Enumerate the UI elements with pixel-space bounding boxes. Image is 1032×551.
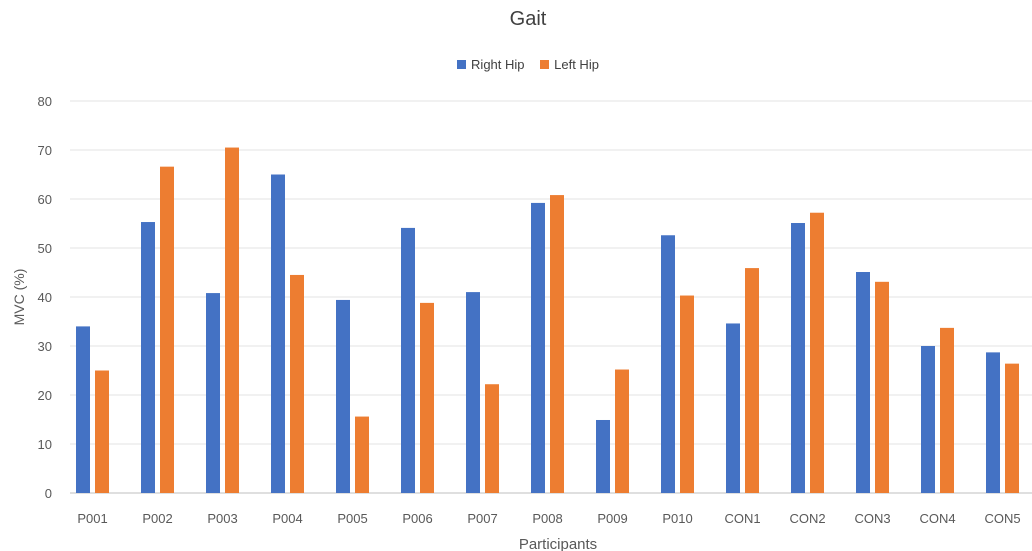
legend-item-left-hip: Left Hip (540, 57, 599, 72)
x-tick-label-con2: CON2 (789, 511, 825, 526)
bar-right-hip-p002 (141, 222, 155, 493)
x-tick-label-p007: P007 (467, 511, 497, 526)
bar-right-hip-p001 (76, 326, 90, 493)
bar-right-hip-con4 (921, 346, 935, 493)
x-tick-label-con5: CON5 (984, 511, 1020, 526)
y-tick-label-60: 60 (38, 192, 52, 207)
bar-right-hip-p006 (401, 227, 415, 493)
chart-title: Gait (509, 8, 547, 30)
y-tick-label-50: 50 (38, 241, 52, 256)
x-axis-label: Participants (519, 536, 597, 551)
y-tick-label-30: 30 (38, 339, 52, 354)
y-axis-label: MVC (%) (11, 269, 27, 326)
x-tick-label-con3: CON3 (854, 511, 890, 526)
x-tick-label-p004: P004 (272, 511, 302, 526)
bar-right-hip-con5 (986, 352, 1000, 493)
bar-right-hip-p005 (336, 299, 350, 493)
y-tick-label-10: 10 (38, 437, 52, 452)
bar-left-hip-p007 (485, 384, 499, 493)
bar-right-hip-con1 (726, 323, 740, 493)
legend-label-left-hip: Left Hip (554, 57, 599, 72)
x-tick-label-p006: P006 (402, 511, 432, 526)
bar-left-hip-p009 (615, 369, 629, 493)
x-tick-label-p010: P010 (662, 511, 692, 526)
x-tick-label-p009: P009 (597, 511, 627, 526)
bar-left-hip-p002 (160, 166, 174, 493)
bar-left-hip-p006 (420, 302, 434, 493)
bar-left-hip-p001 (95, 370, 109, 493)
bar-right-hip-con3 (856, 272, 870, 493)
bar-left-hip-p004 (290, 274, 304, 493)
bar-left-hip-con1 (745, 268, 759, 493)
legend-item-right-hip: Right Hip (457, 57, 525, 72)
y-tick-label-0: 0 (45, 486, 52, 501)
legend-swatch-left-hip (540, 60, 550, 69)
bar-right-hip-p004 (271, 174, 285, 493)
y-tick-labels: 0 10 20 30 40 50 60 70 80 (38, 94, 52, 501)
bar-right-hip-p009 (596, 419, 610, 493)
legend-swatch-right-hip (457, 60, 467, 69)
y-tick-label-70: 70 (38, 143, 52, 158)
bar-left-hip-con3 (875, 281, 889, 493)
y-tick-label-20: 20 (38, 388, 52, 403)
x-tick-label-con4: CON4 (919, 511, 955, 526)
x-tick-label-p001: P001 (77, 511, 107, 526)
x-tick-label-p008: P008 (532, 511, 562, 526)
x-tick-label-con1: CON1 (724, 511, 760, 526)
bar-left-hip-con5 (1005, 363, 1019, 493)
bar-left-hip-con2 (810, 212, 824, 493)
bar-right-hip-con2 (791, 223, 805, 493)
bar-left-hip-con4 (940, 327, 954, 493)
bar-right-hip-p007 (466, 292, 480, 493)
x-tick-labels: P001 P002 P003 P004 P005 P006 P007 P008 P009 P010… (77, 511, 1020, 526)
bar-left-hip-p010 (680, 295, 694, 493)
bar-left-hip-p008 (550, 195, 564, 493)
x-tick-label-p002: P002 (142, 511, 172, 526)
legend-label-right-hip: Right Hip (471, 57, 525, 72)
y-tick-label-40: 40 (38, 290, 52, 305)
bars (76, 147, 1019, 494)
legend: Right Hip Left Hip (0, 57, 1032, 72)
bar-left-hip-p005 (355, 416, 369, 493)
bar-left-hip-p003 (225, 147, 239, 494)
x-tick-label-p003: P003 (207, 511, 237, 526)
x-tick-label-p005: P005 (337, 511, 367, 526)
bar-right-hip-p003 (206, 293, 220, 493)
y-tick-label-80: 80 (38, 94, 52, 109)
bar-right-hip-p008 (531, 202, 545, 494)
bar-right-hip-p010 (661, 235, 675, 493)
